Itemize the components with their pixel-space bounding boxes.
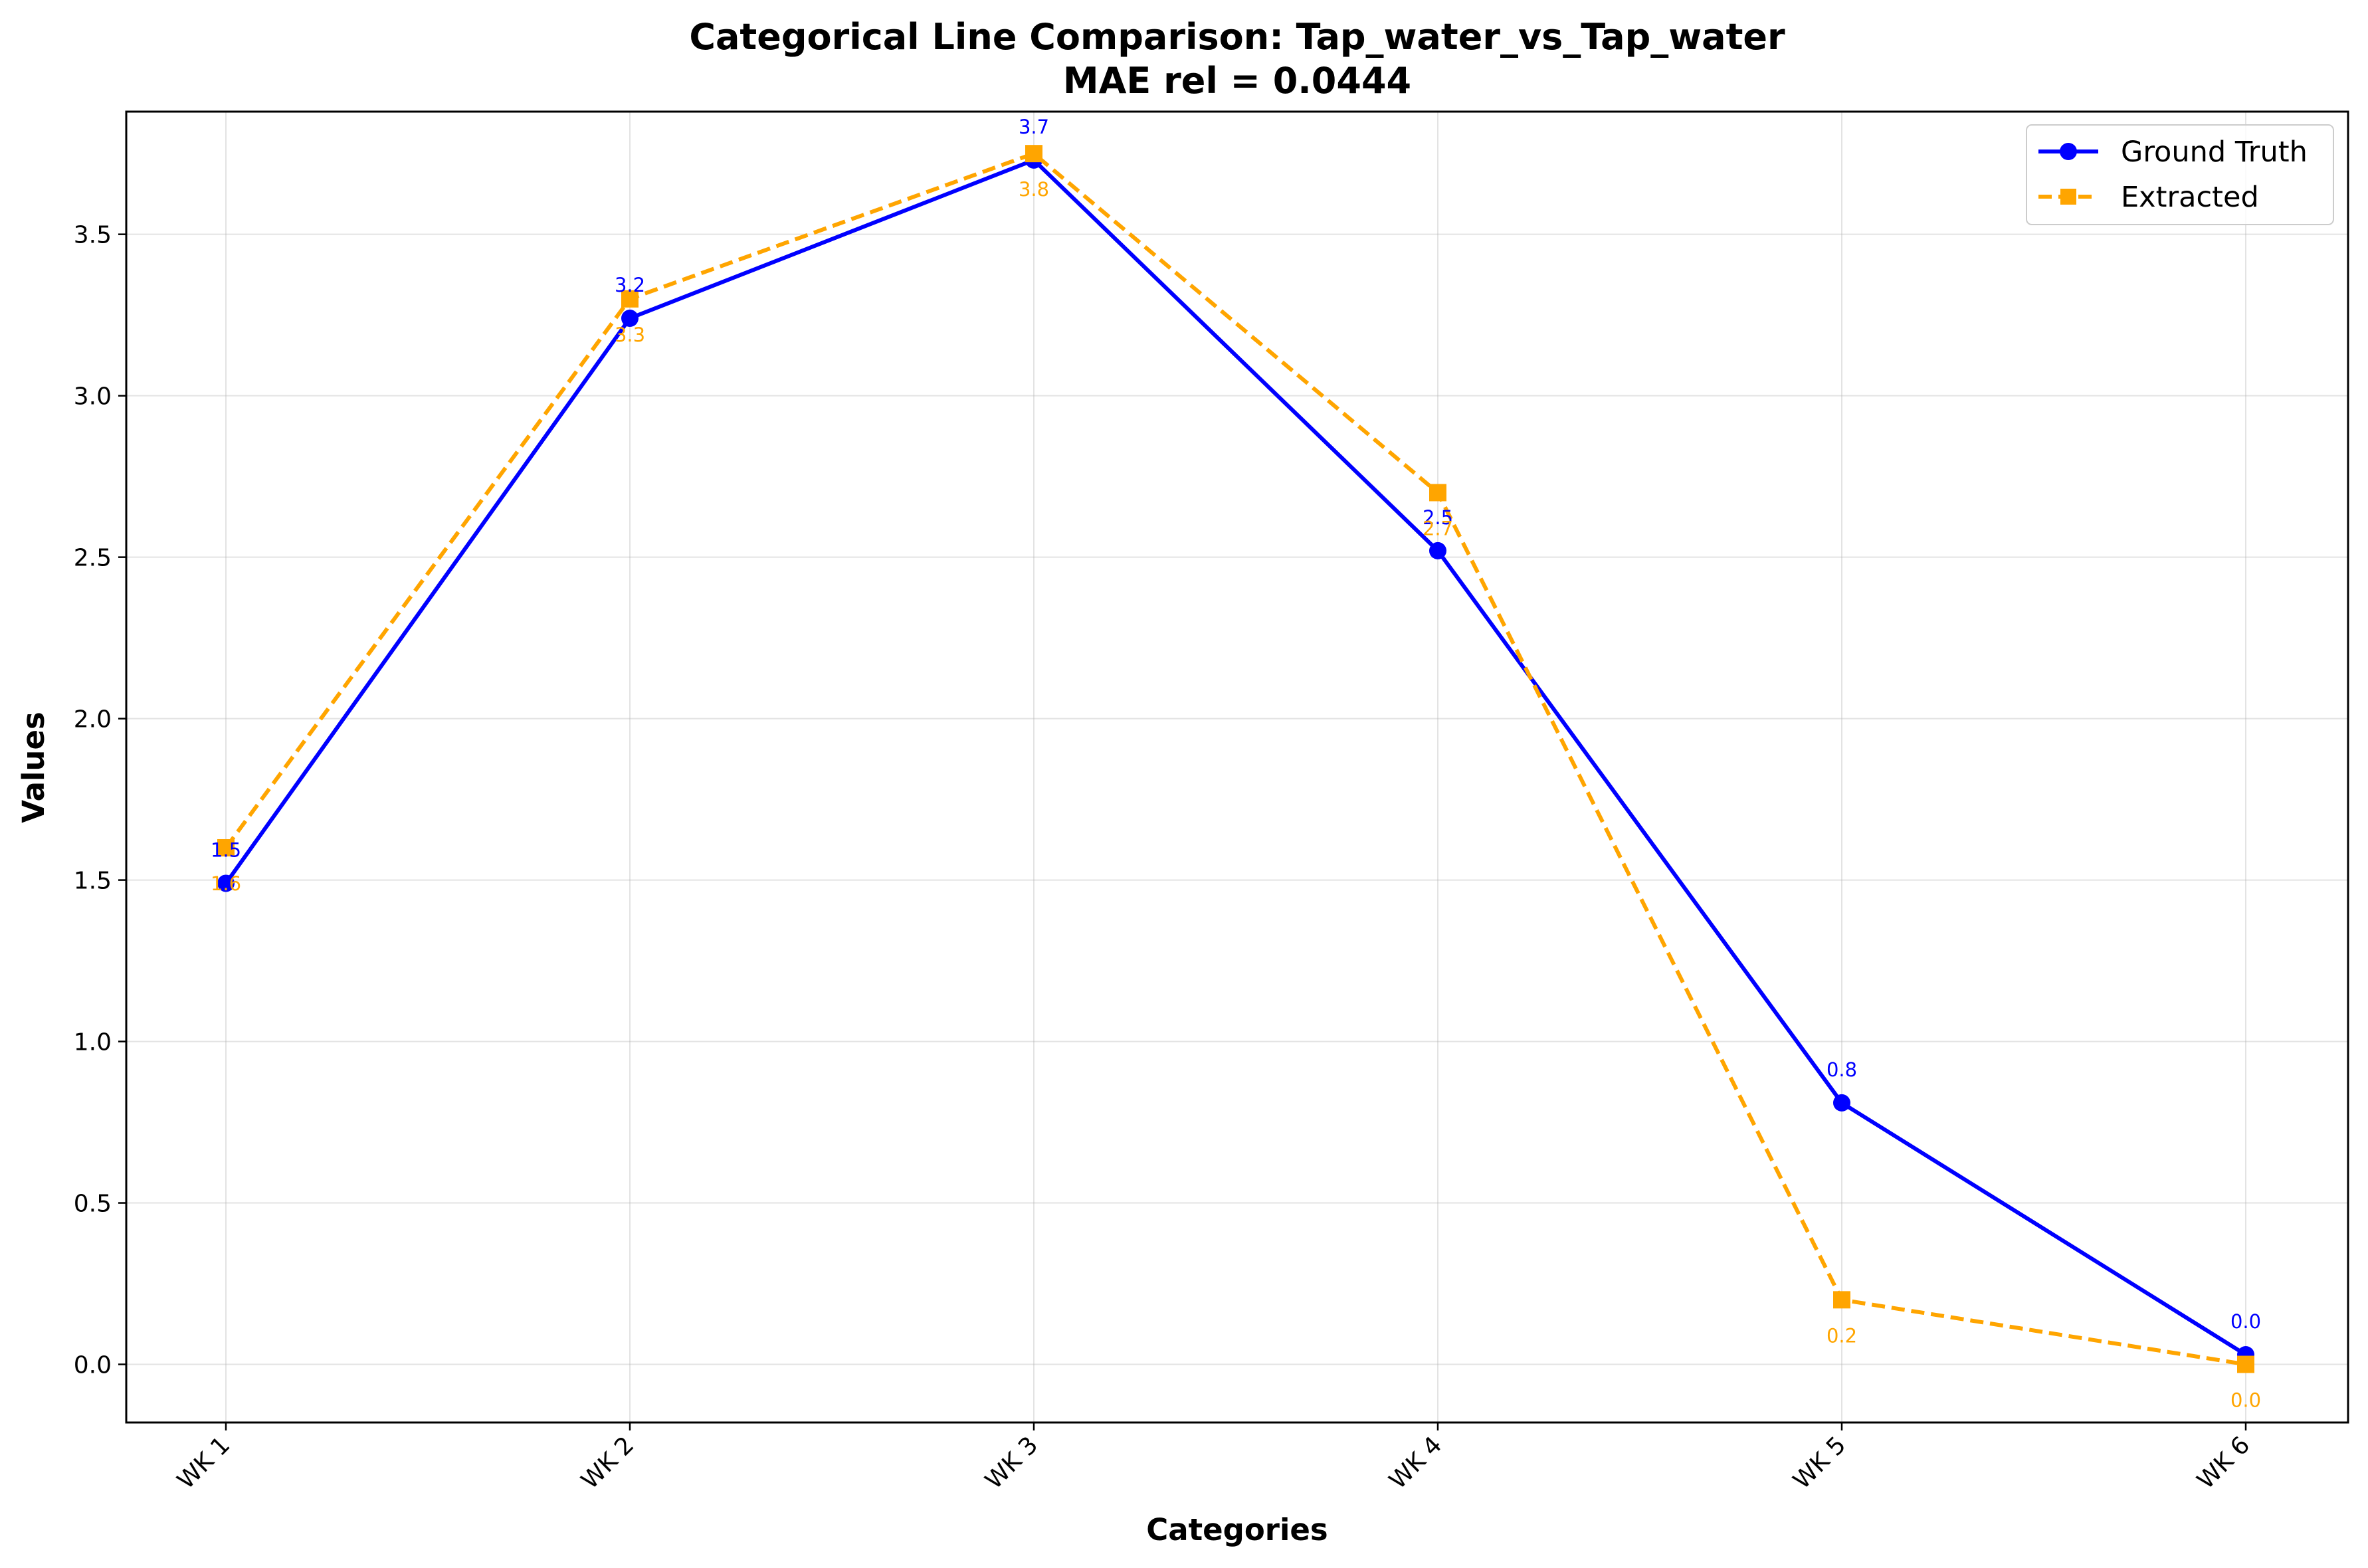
data-point-ground-truth [621,310,639,328]
x-axis-label: Categories [1146,1512,1328,1547]
data-labels: 1.5 3.2 3.7 2.5 0.8 0.0 1.6 3.3 3.8 2.7 0.2 0.0 [211,116,2261,1412]
series-line-ground-truth [224,157,2247,1357]
data-label-extracted: 3.8 [1019,178,1049,201]
legend-label-extracted: Extracted [2121,181,2259,214]
data-label-extracted: 3.3 [615,324,645,346]
data-label-extracted: 0.0 [2230,1389,2261,1412]
data-label-ground-truth: 1.5 [211,838,241,861]
data-point-extracted [1025,145,1042,163]
legend: Ground Truth Extracted [2026,124,2334,225]
data-label-extracted: 2.7 [1423,517,1453,539]
chart-title: Categorical Line Comparison: Tap_water_v… [689,16,1785,58]
data-label-extracted: 1.6 [211,872,241,895]
y-tick-label: 3.0 [74,383,112,411]
grid [126,112,2348,1422]
plot-area-frame [125,110,2349,1424]
data-point-extracted [1833,1291,1850,1309]
y-axis-label: Values [16,712,51,823]
legend-marker-ground-truth [2060,143,2077,160]
data-label-ground-truth: 3.7 [1019,116,1049,138]
y-tick-label: 2.0 [74,706,112,734]
y-tick-label: 2.5 [74,545,112,572]
data-point-ground-truth [217,874,235,892]
y-tick-label: 1.0 [74,1029,112,1056]
y-tick-label: 0.5 [74,1191,112,1218]
data-label-ground-truth: 0.0 [2230,1310,2261,1333]
data-point-extracted [217,838,235,856]
data-point-extracted [621,290,639,308]
chart-subtitle: MAE rel = 0.0444 [1063,60,1411,102]
data-point-ground-truth [1833,1094,1850,1112]
y-axis-ticks: 0.0 0.5 1.0 1.5 2.0 2.5 3.0 3.5 [74,222,126,1379]
data-label-extracted: 0.2 [1826,1324,1857,1347]
y-tick-label: 1.5 [74,868,112,895]
legend-label-ground-truth: Ground Truth [2121,136,2308,169]
data-point-ground-truth [1429,541,1446,559]
data-point-extracted [1429,484,1446,502]
data-label-ground-truth: 2.5 [1423,506,1453,529]
y-tick-label: 0.0 [74,1352,112,1379]
legend-marker-extracted [2060,189,2076,205]
series-line-extracted [224,151,2246,1367]
legend-box [2026,124,2334,225]
data-point-extracted [2237,1355,2254,1373]
series-layer [217,145,2254,1373]
data-label-ground-truth: 3.2 [615,274,645,296]
y-tick-label: 3.5 [74,222,112,249]
data-label-ground-truth: 0.8 [1826,1058,1857,1081]
